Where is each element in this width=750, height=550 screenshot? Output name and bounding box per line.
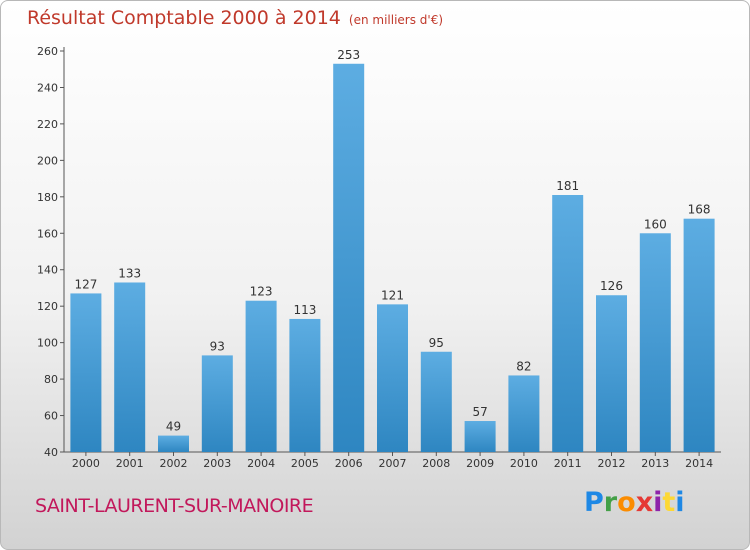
bar (289, 318, 321, 452)
bar (596, 295, 627, 452)
data-label: 127 (74, 277, 97, 291)
data-label: 160 (644, 217, 667, 231)
logo-letter: x (635, 487, 654, 518)
x-tick-label: 2003 (203, 457, 231, 470)
proxiti-logo[interactable]: Proxiti (584, 487, 685, 518)
data-label: 133 (118, 266, 141, 280)
bar (552, 194, 584, 452)
x-tick-label: 2013 (641, 457, 669, 470)
bar (377, 304, 408, 452)
x-tick-label: 2005 (291, 457, 319, 470)
x-tick-label: 2001 (116, 457, 144, 470)
data-label: 82 (516, 359, 531, 373)
logo-letter: i (675, 487, 685, 518)
data-label: 181 (556, 179, 579, 193)
data-label: 95 (429, 336, 444, 350)
y-tick-label: 160 (37, 227, 58, 240)
y-tick-label: 140 (37, 264, 58, 277)
y-tick-label: 260 (37, 45, 58, 58)
bar (464, 421, 496, 452)
x-tick-label: 2008 (422, 457, 450, 470)
logo-letter: t (662, 487, 676, 518)
x-tick-label: 2009 (466, 457, 494, 470)
y-tick-label: 180 (37, 191, 58, 204)
y-tick-label: 220 (37, 118, 58, 131)
logo-letter: P (584, 487, 604, 518)
data-label: 253 (337, 48, 360, 62)
data-label: 57 (472, 405, 487, 419)
x-tick-label: 2002 (160, 457, 188, 470)
bar (333, 63, 365, 452)
y-tick-label: 120 (37, 300, 58, 313)
bar (639, 233, 671, 452)
x-tick-label: 2007 (379, 457, 407, 470)
bar (158, 435, 189, 452)
bar (508, 375, 540, 452)
data-label: 113 (293, 303, 316, 317)
bar (201, 355, 233, 452)
bar (114, 282, 146, 452)
x-tick-label: 2012 (598, 457, 626, 470)
bar (420, 351, 452, 452)
commune-name: SAINT-LAURENT-SUR-MANOIRE (35, 495, 314, 517)
bar (245, 300, 277, 452)
labels: 2000 127 2001 133 2002 49 2003 93 2004 123 2005 113… (72, 48, 713, 470)
logo-letter: o (617, 487, 636, 518)
bars (70, 63, 715, 452)
y-tick-label: 80 (44, 373, 58, 386)
data-label: 93 (210, 339, 225, 353)
y-tick-label: 60 (44, 410, 58, 423)
x-tick-label: 2011 (554, 457, 582, 470)
chart-unit: (en milliers d'€) (348, 13, 444, 27)
y-tick-label: 100 (37, 337, 58, 350)
data-label: 49 (166, 420, 181, 434)
logo-letter: r (603, 487, 618, 518)
x-tick-label: 2004 (247, 457, 275, 470)
chart-title: Résultat Comptable 2000 à 2014 (en millie… (27, 7, 443, 29)
x-tick-label: 2000 (72, 457, 100, 470)
chart-title-text: Résultat Comptable 2000 à 2014 (27, 7, 341, 29)
data-label: 168 (688, 203, 711, 217)
data-label: 121 (381, 288, 404, 302)
x-tick-label: 2014 (685, 457, 713, 470)
y-tick-label: 40 (44, 446, 58, 459)
bar (683, 218, 715, 452)
bar (70, 293, 102, 452)
data-label: 123 (250, 285, 273, 299)
y-tick-label: 200 (37, 154, 58, 167)
x-tick-label: 2006 (335, 457, 363, 470)
x-tick-label: 2010 (510, 457, 538, 470)
y-tick-label: 240 (37, 81, 58, 94)
logo-letter: i (653, 487, 663, 518)
data-label: 126 (600, 279, 623, 293)
